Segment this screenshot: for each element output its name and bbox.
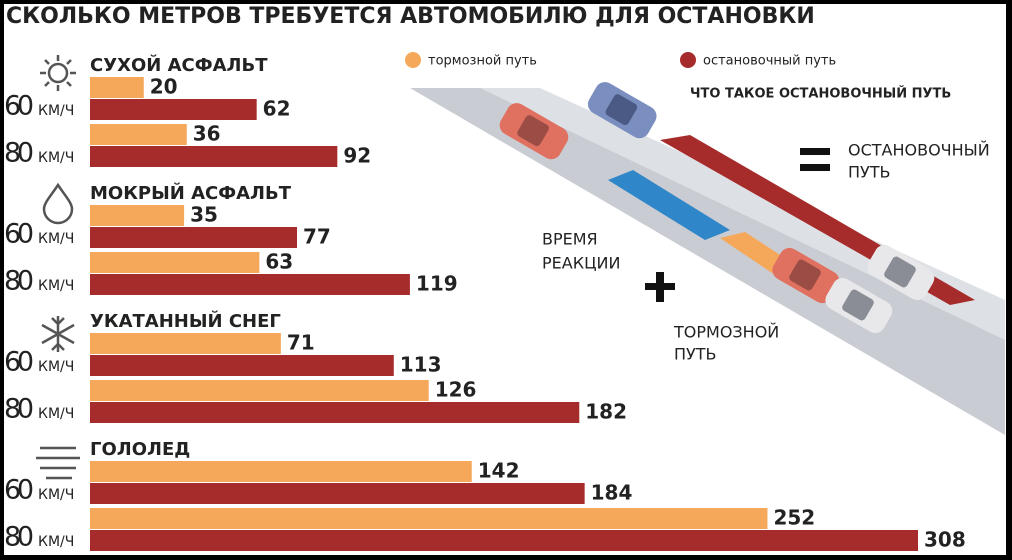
bar (90, 252, 260, 273)
legend-label: тормозной путь (428, 54, 537, 69)
group-label: МОКРЫЙ АСФАЛЬТ (90, 182, 292, 204)
value-label: 20 (150, 75, 178, 99)
speed-label: 60 (4, 91, 34, 122)
speed-label: 80 (4, 394, 34, 425)
diagram-label: РЕАКЦИИ (542, 254, 620, 273)
speed-unit: КМ/Ч (38, 278, 74, 294)
value-label: 35 (190, 203, 218, 227)
value-label: 92 (343, 144, 371, 168)
value-label: 252 (773, 506, 815, 530)
bar (90, 402, 580, 423)
group-label: УКАТАННЫЙ СНЕГ (90, 310, 281, 332)
bar (90, 380, 429, 401)
speed-unit: КМ/Ч (38, 231, 74, 247)
diagram-label: ПУТЬ (674, 345, 717, 364)
legend-swatch (405, 52, 421, 68)
diagram-label: ПУТЬ (848, 163, 891, 182)
bar (90, 483, 585, 504)
speed-unit: КМ/Ч (38, 487, 74, 503)
speed-label: 80 (4, 266, 34, 297)
speed-unit: КМ/Ч (38, 406, 74, 422)
speed-label: 80 (4, 522, 34, 553)
bar (90, 530, 918, 551)
diagram-label: ВРЕМЯ (542, 230, 598, 249)
value-label: 184 (591, 481, 633, 505)
weather-icons (36, 55, 80, 480)
group-label: СУХОЙ АСФАЛЬТ (90, 54, 268, 76)
speed-label: 80 (4, 138, 34, 169)
bar (90, 461, 472, 482)
value-label: 36 (193, 122, 221, 146)
speed-label: 60 (4, 219, 34, 250)
diagram-label: ОСТАНОВОЧНЫЙ (848, 141, 990, 160)
speed-unit: КМ/Ч (38, 359, 74, 375)
group-label: ГОЛОЛЕД (90, 439, 190, 460)
bar (90, 333, 281, 354)
bar (90, 227, 297, 248)
value-label: 62 (263, 97, 291, 121)
value-label: 119 (416, 272, 458, 296)
bar (90, 205, 185, 226)
value-label: 63 (265, 250, 293, 274)
bar (90, 99, 257, 120)
bar (90, 146, 338, 167)
value-label: 182 (585, 400, 627, 424)
speed-unit: КМ/Ч (38, 534, 74, 550)
diagram-label: ТОРМОЗНОЙ (673, 323, 779, 342)
value-label: 71 (287, 331, 315, 355)
bar (90, 355, 394, 376)
speed-unit: КМ/Ч (38, 103, 74, 119)
diagram-title: ЧТО ТАКОЕ ОСТАНОВОЧНЫЙ ПУТЬ (690, 86, 951, 102)
value-label: 77 (303, 225, 331, 249)
chart-title: СКОЛЬКО МЕТРОВ ТРЕБУЕТСЯ АВТОМОБИЛЮ ДЛЯ … (6, 4, 815, 29)
legend-label: остановочный путь (703, 54, 836, 69)
value-label: 142 (478, 459, 520, 483)
bar (90, 124, 187, 145)
speed-label: 60 (4, 347, 34, 378)
road-diagram (410, 82, 1005, 435)
bar (90, 508, 768, 529)
bar (90, 274, 410, 295)
speed-unit: КМ/Ч (38, 150, 74, 166)
value-label: 308 (924, 528, 966, 552)
legend-swatch (680, 52, 696, 68)
bar (90, 77, 144, 98)
value-label: 113 (400, 353, 442, 377)
speed-label: 60 (4, 475, 34, 506)
value-label: 126 (435, 378, 477, 402)
